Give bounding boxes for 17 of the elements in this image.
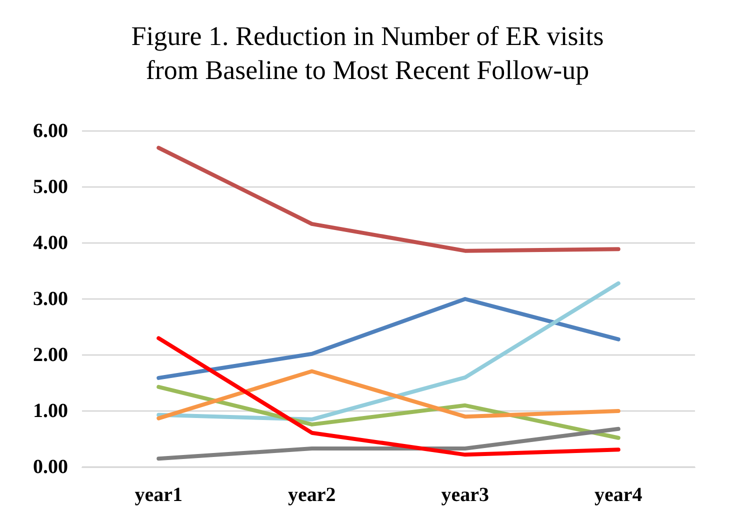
y-tick-label: 1.00 — [33, 400, 68, 422]
y-tick-label: 4.00 — [33, 232, 68, 254]
y-tick-label: 6.00 — [33, 120, 68, 142]
y-tick-label: 2.00 — [33, 344, 68, 366]
line-series — [156, 336, 620, 457]
chart-title: Figure 1. Reduction in Number of ER visits from Baseline to Most Recent Follow-up — [131, 21, 604, 85]
y-tick-label: 0.00 — [33, 456, 68, 478]
y-tick-label: 5.00 — [33, 176, 68, 198]
y-tick-label: 3.00 — [33, 288, 68, 310]
x-tick-label: year3 — [441, 484, 490, 506]
line-series — [156, 281, 620, 422]
x-tick-label: year4 — [594, 484, 642, 506]
line-series — [156, 297, 620, 380]
x-tick-label: year2 — [288, 484, 336, 506]
line-series — [156, 146, 620, 253]
line-series — [156, 369, 620, 420]
x-tick-label: year1 — [134, 484, 183, 506]
